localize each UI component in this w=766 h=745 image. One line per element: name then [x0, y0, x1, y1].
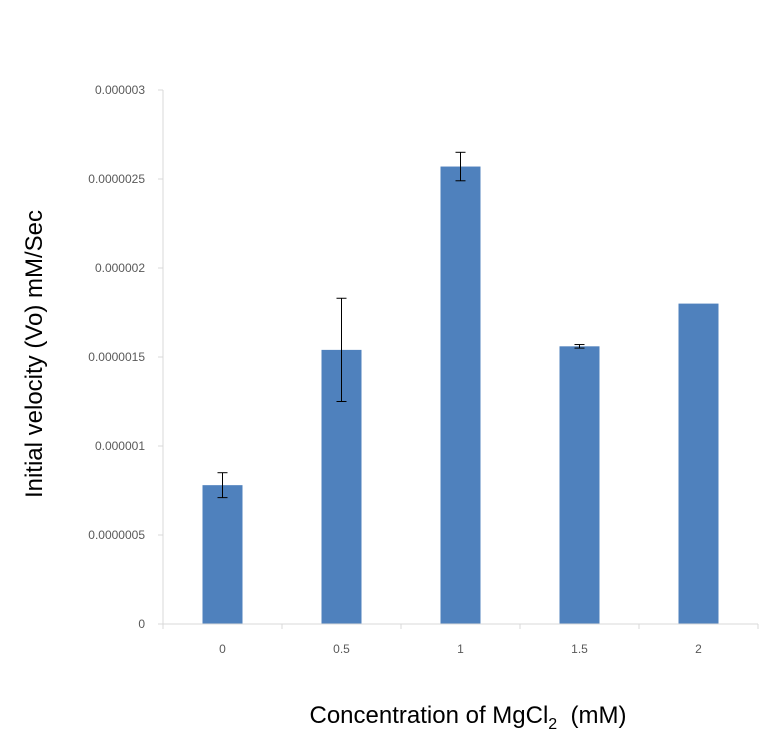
x-axis-title: Concentration of MgCl2 (mM): [310, 702, 627, 733]
x-tick-label: 0.5: [333, 642, 350, 656]
y-axis-ticks: 0 0.0000005 0.000001 0.0000015 0.000002 0.000…: [88, 83, 163, 631]
y-tick-label: 0.000001: [95, 439, 145, 453]
y-tick-label: 0.0000015: [88, 350, 145, 364]
x-tick-label: 1.5: [571, 642, 588, 656]
y-tick-label: 0.000002: [95, 261, 145, 275]
y-tick-label: 0: [138, 617, 145, 631]
x-tick-label: 1: [457, 642, 464, 656]
bar: [202, 485, 243, 624]
y-tick-label: 0.000003: [95, 83, 145, 97]
x-axis-title-suffix: (mM): [557, 702, 626, 729]
bar: [678, 303, 719, 624]
x-tick-label: 0: [219, 642, 226, 656]
y-tick-label: 0.0000005: [88, 528, 145, 542]
bar: [440, 166, 481, 625]
x-axis-ticks: 0 0.5 1 1.5 2: [162, 624, 759, 656]
x-axis-title-prefix: Concentration of MgCl: [310, 702, 549, 729]
x-tick-label: 2: [695, 642, 702, 656]
plot-area: [162, 90, 758, 625]
x-axis-title-subscript: 2: [548, 716, 557, 733]
bar: [559, 346, 600, 624]
y-tick-label: 0.0000025: [88, 172, 145, 186]
y-axis-title: Initial velocity (Vo) mM/Sec: [21, 210, 48, 498]
